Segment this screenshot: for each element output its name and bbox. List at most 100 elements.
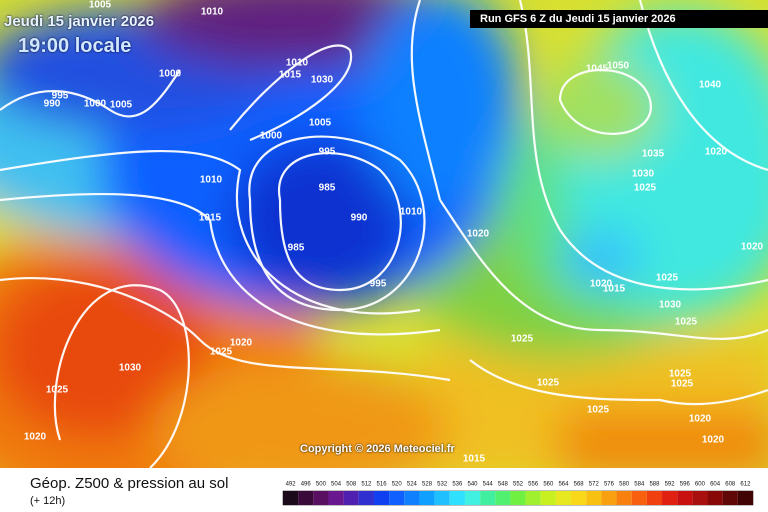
colorbar-label: 540 — [468, 482, 479, 488]
colorbar-label: 552 — [513, 482, 524, 488]
colorbar-label: 556 — [528, 482, 539, 488]
colorbar-label: 524 — [407, 482, 418, 488]
isobar-label: 1025 — [669, 369, 692, 380]
isobar-label: 1025 — [46, 385, 69, 396]
isobar-label: 985 — [288, 243, 305, 254]
isobar-label: 1025 — [634, 183, 657, 194]
colorbar-swatch — [434, 491, 450, 505]
isobar — [0, 69, 181, 118]
colorbar-label: 544 — [483, 482, 494, 488]
isobar-label: 1020 — [741, 242, 764, 253]
isobar — [0, 276, 451, 382]
isobar — [229, 44, 353, 142]
isobar-label: 1025 — [675, 317, 698, 328]
isobar-label: 1000 — [260, 131, 283, 142]
isobar — [0, 149, 421, 315]
isobar-label: 1050 — [607, 61, 630, 72]
isobar-label: 990 — [351, 213, 368, 224]
colorbar-label: 528 — [422, 482, 433, 488]
colorbar-swatch — [586, 491, 602, 505]
isobar-label: 1020 — [24, 432, 47, 443]
isobar-label: 1010 — [201, 7, 224, 18]
colorbar-swatch — [601, 491, 617, 505]
isobar — [469, 359, 768, 406]
colorbar-swatch — [525, 491, 541, 505]
colorbar-label: 572 — [589, 482, 600, 488]
isobar-label: 995 — [319, 147, 336, 158]
local-time: 19:00 locale — [18, 35, 132, 57]
isobar-label: 1030 — [311, 75, 334, 86]
isobar-label: 1020 — [689, 414, 712, 425]
colorbar-label: 588 — [649, 482, 660, 488]
colorbar-swatch — [298, 491, 314, 505]
isobar-label: 1015 — [463, 454, 486, 465]
isobar-label: 1030 — [659, 300, 682, 311]
isobar-label: 985 — [319, 183, 336, 194]
footer-subtitle: (+ 12h) — [30, 495, 66, 507]
colorbar-label: 560 — [543, 482, 554, 488]
colorbar-swatch — [540, 491, 556, 505]
isobar-label: 1010 — [400, 207, 423, 218]
isobar — [0, 192, 441, 336]
colorbar-swatch — [616, 491, 632, 505]
isobar — [518, 0, 768, 291]
colorbar-swatch — [389, 491, 405, 505]
colorbar-swatch — [737, 491, 753, 505]
isobar-label: 1005 — [110, 100, 133, 111]
colorbar-swatch — [662, 491, 678, 505]
isobar — [558, 69, 652, 135]
colorbar-label: 508 — [346, 482, 357, 488]
isobar-label: 1005 — [309, 118, 332, 129]
isobar-label: 990 — [44, 99, 61, 110]
colorbar-swatch — [480, 491, 496, 505]
colorbar-swatch — [419, 491, 435, 505]
colorbar-label: 496 — [301, 482, 312, 488]
isobar-label: 1025 — [537, 378, 560, 389]
colorbar-label: 576 — [604, 482, 615, 488]
isobar-label: 1005 — [89, 0, 112, 11]
colorbar-swatch — [692, 491, 708, 505]
colorbar-label: 532 — [437, 482, 448, 488]
isobar — [410, 0, 442, 201]
colorbar-label: 592 — [665, 482, 676, 488]
colorbar-swatch — [343, 491, 359, 505]
isobar-label: 1010 — [286, 58, 309, 69]
isobar-label: 1025 — [587, 405, 610, 416]
colorbar-swatch — [358, 491, 374, 505]
isobar-label: 1045 — [586, 64, 609, 75]
colorbar-swatch — [707, 491, 723, 505]
isobar-label: 1015 — [199, 213, 222, 224]
colorbar-swatch — [328, 491, 344, 505]
colorbar-label: 612 — [740, 482, 751, 488]
isobar-label: 1035 — [642, 149, 665, 160]
colorbar-label: 604 — [710, 482, 721, 488]
isobar-label: 1020 — [705, 147, 728, 158]
colorbar-swatch — [373, 491, 390, 505]
colorbar-swatch — [510, 491, 526, 505]
colorbar-label: 568 — [574, 482, 585, 488]
colorbar-label: 500 — [316, 482, 327, 488]
isobar — [53, 284, 190, 468]
colorbar-label: 580 — [619, 482, 630, 488]
isobar-label: 1015 — [279, 70, 302, 81]
isobar-label: 1025 — [210, 347, 233, 358]
colorbar-label: 504 — [331, 482, 342, 488]
isobar-label: 1015 — [603, 284, 626, 295]
colorbar-swatch — [722, 491, 738, 505]
isobar-label: 1030 — [632, 169, 655, 180]
isobar-label: 1010 — [200, 175, 223, 186]
colorbar-label: 536 — [452, 482, 463, 488]
colorbar-swatch — [404, 491, 420, 505]
isobar — [439, 199, 768, 340]
colorbar-swatch — [571, 491, 587, 505]
isobar-label: 1025 — [671, 379, 694, 390]
isobar-label: 1040 — [699, 80, 722, 91]
colorbar-swatch — [313, 491, 329, 505]
colorbar-label: 584 — [634, 482, 645, 488]
colorbar-label: 564 — [558, 482, 569, 488]
isobar-label: 1000 — [159, 69, 182, 80]
